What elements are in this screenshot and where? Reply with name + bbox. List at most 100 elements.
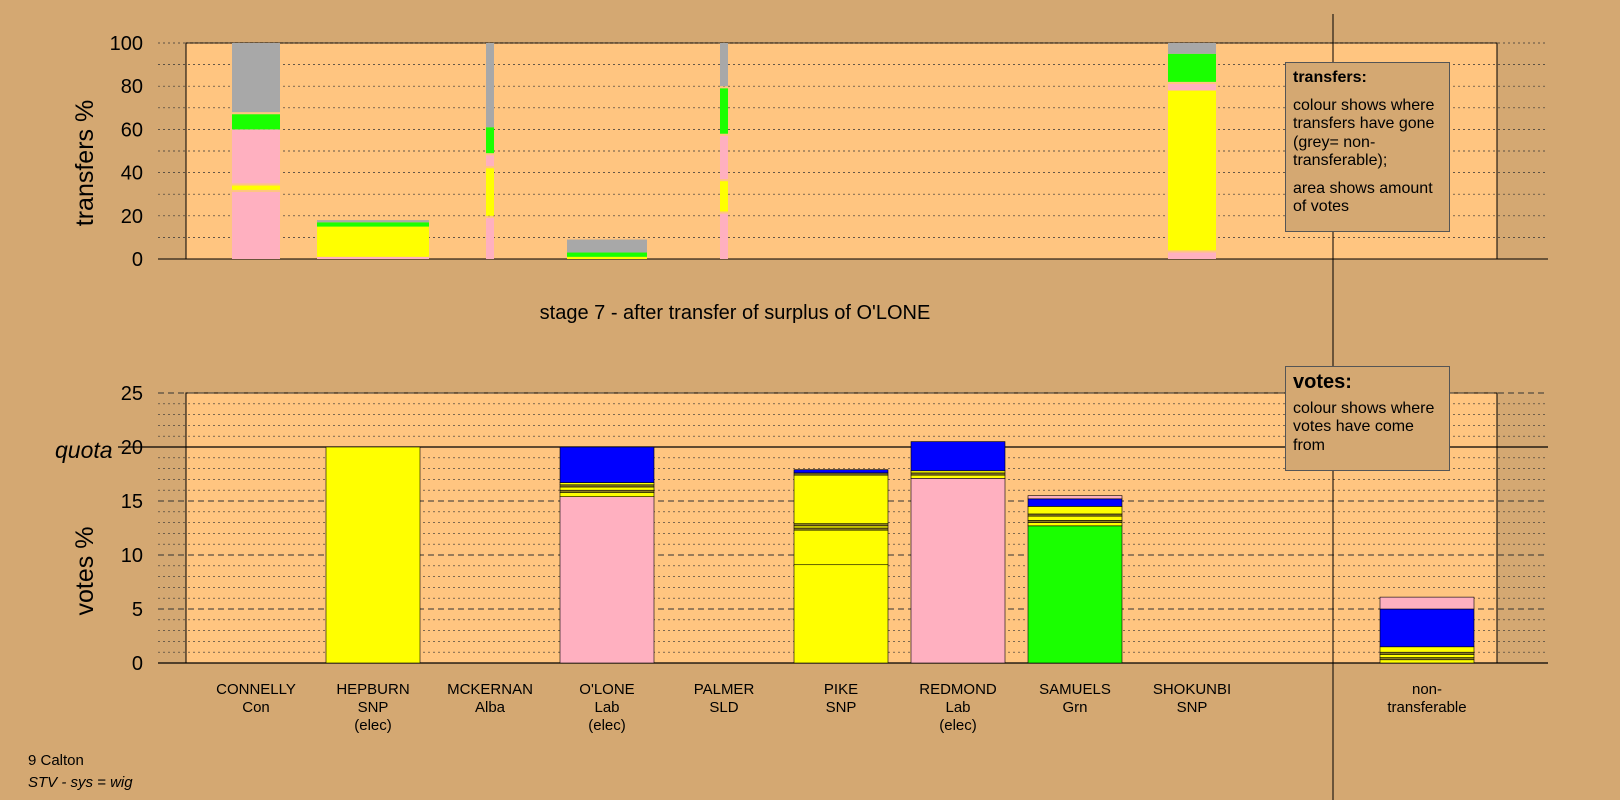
vote-segment-yellow [1379,646,1475,653]
vote-bar-hepburn [325,446,421,664]
vote-segment-yellow [910,470,1006,474]
vote-segment-pink [1379,596,1475,610]
transfer-segment-grey [720,43,728,87]
candidate-party: Grn [1062,699,1088,716]
vote-segment-olive [1379,651,1475,655]
vote-segment-olive [1027,520,1123,523]
candidate-party: Lab [945,699,971,716]
votes-y-tick-label: 25 [121,383,143,405]
candidate-party: Con [242,699,270,716]
transfer-bar-shokunbi [1168,43,1216,259]
candidate-status: (elec) [588,717,626,734]
transfer-segment-pink [1168,252,1216,259]
transfers-legend-text-2: area shows amount of votes [1293,179,1433,216]
votes-legend-text: colour shows where votes have come from [1293,399,1435,454]
candidate-name: O'LONE [579,681,635,698]
transfers-y-axis-label: transfers % [71,100,99,226]
candidate-status: (elec) [939,717,977,734]
transfer-bar-hepburn [317,220,429,259]
transfers-y-tick-label: 60 [121,119,143,141]
vote-segment-pink [559,496,655,664]
candidate-party: Lab [594,699,620,716]
vote-segment-yellow [1379,659,1475,664]
transfer-segment-yellow [486,168,494,216]
vote-bar-o-lone [559,446,655,664]
vote-segment-pink [1027,495,1123,500]
vote-segment-pink [910,478,1006,664]
transfer-segment-pink [720,135,728,180]
transfer-segment-green [567,252,647,257]
vote-segment-yellow [559,492,655,497]
transfer-segment-yellow [1168,90,1216,251]
candidate-label-o-lone: O'LONE Lab (elec) [552,681,662,735]
vote-segment-blue [559,446,655,483]
candidate-label-shokunbi: SHOKUNBI SNP [1137,681,1247,717]
votes-panel: 0 5 10 15 20 25 [118,383,1548,675]
transfer-bar-connelly [232,43,280,259]
transfers-y-tick-label: 0 [132,249,143,271]
vote-segment-yellow [1379,654,1475,658]
transfers-legend: transfers: colour shows where transfers … [1285,62,1450,232]
transfers-legend-heading: transfers: [1293,69,1367,86]
transfer-segment-pink [1168,84,1216,91]
candidate-name: CONNELLY [216,681,296,698]
transfers-legend-text-1: colour shows where transfers have gone (… [1293,96,1435,170]
votes-y-tick-label: 20 [121,437,143,459]
transfer-segment-grey [317,220,429,223]
candidate-label-connelly: CONNELLY Con [201,681,311,717]
transfers-panel: 0 20 40 60 80 100 [110,33,1548,271]
candidate-name: PALMER [693,681,755,698]
transfer-segment-grey [486,43,494,128]
candidate-party: Alba [474,699,506,716]
vote-segment-olive [1027,513,1123,517]
transfer-segment-yellow [232,185,280,190]
transfer-segment-pink [486,155,494,167]
candidate-party: SNP [1176,699,1208,716]
vote-segment-yellow [793,474,889,524]
candidate-label-redmond: REDMOND Lab (elec) [903,681,1013,735]
transfer-segment-yellow [317,226,429,257]
vote-bar-non-transferable [1379,596,1475,664]
candidate-party: SNP [357,699,389,716]
vote-segment-yellow [793,525,889,529]
transfers-y-tick-label: 40 [121,163,143,185]
transfer-segment-green [317,222,429,227]
vote-segment-yellow [1027,522,1123,527]
candidate-label-hepburn: HEPBURN SNP (elec) [318,681,428,735]
candidate-party: SNP [825,699,857,716]
candidate-name: REDMOND [919,681,997,698]
candidate-party: SLD [709,699,739,716]
vote-segment-blue [793,469,889,474]
vote-segment-yellow [793,564,889,664]
transfer-segment-grey [232,43,280,113]
votes-legend-heading: votes: [1293,371,1352,393]
candidate-label-samuels: SAMUELS Grn [1020,681,1130,717]
vote-bar-redmond [910,441,1006,664]
vote-bar-samuels [1027,495,1123,664]
vote-segment-yellow [559,482,655,486]
candidate-name: HEPBURN [336,681,410,698]
vote-segment-olive [1379,657,1475,661]
vote-segment-olive [793,523,889,527]
candidate-status: (elec) [354,717,392,734]
vote-segment-yellow [325,446,421,664]
transfer-segment-yellow [567,256,647,259]
transfers-y-tick-label: 100 [110,33,143,55]
vote-bar-pike [793,469,889,664]
candidate-name: SAMUELS [1039,681,1111,698]
transfer-bar-o-lone [567,239,647,259]
votes-y-tick-label: 10 [121,545,143,567]
candidate-name: PIKE [823,681,859,698]
vote-segment-yellow [559,486,655,491]
transfer-segment-green [720,88,728,134]
transfer-segment-green [486,127,494,154]
vote-segment-yellow [1027,515,1123,521]
stage-title: stage 7 - after transfer of surplus of O… [540,302,931,324]
candidate-name: non- [1411,681,1443,698]
ward-label: 9 Calton [28,752,84,769]
votes-y-tick-label: 5 [132,599,143,621]
transfer-segment-grey [1168,43,1216,54]
vote-segment-olive [793,472,889,476]
votes-legend: votes: colour shows where votes have com… [1285,366,1450,471]
votes-y-axis-label: votes % [71,527,99,616]
